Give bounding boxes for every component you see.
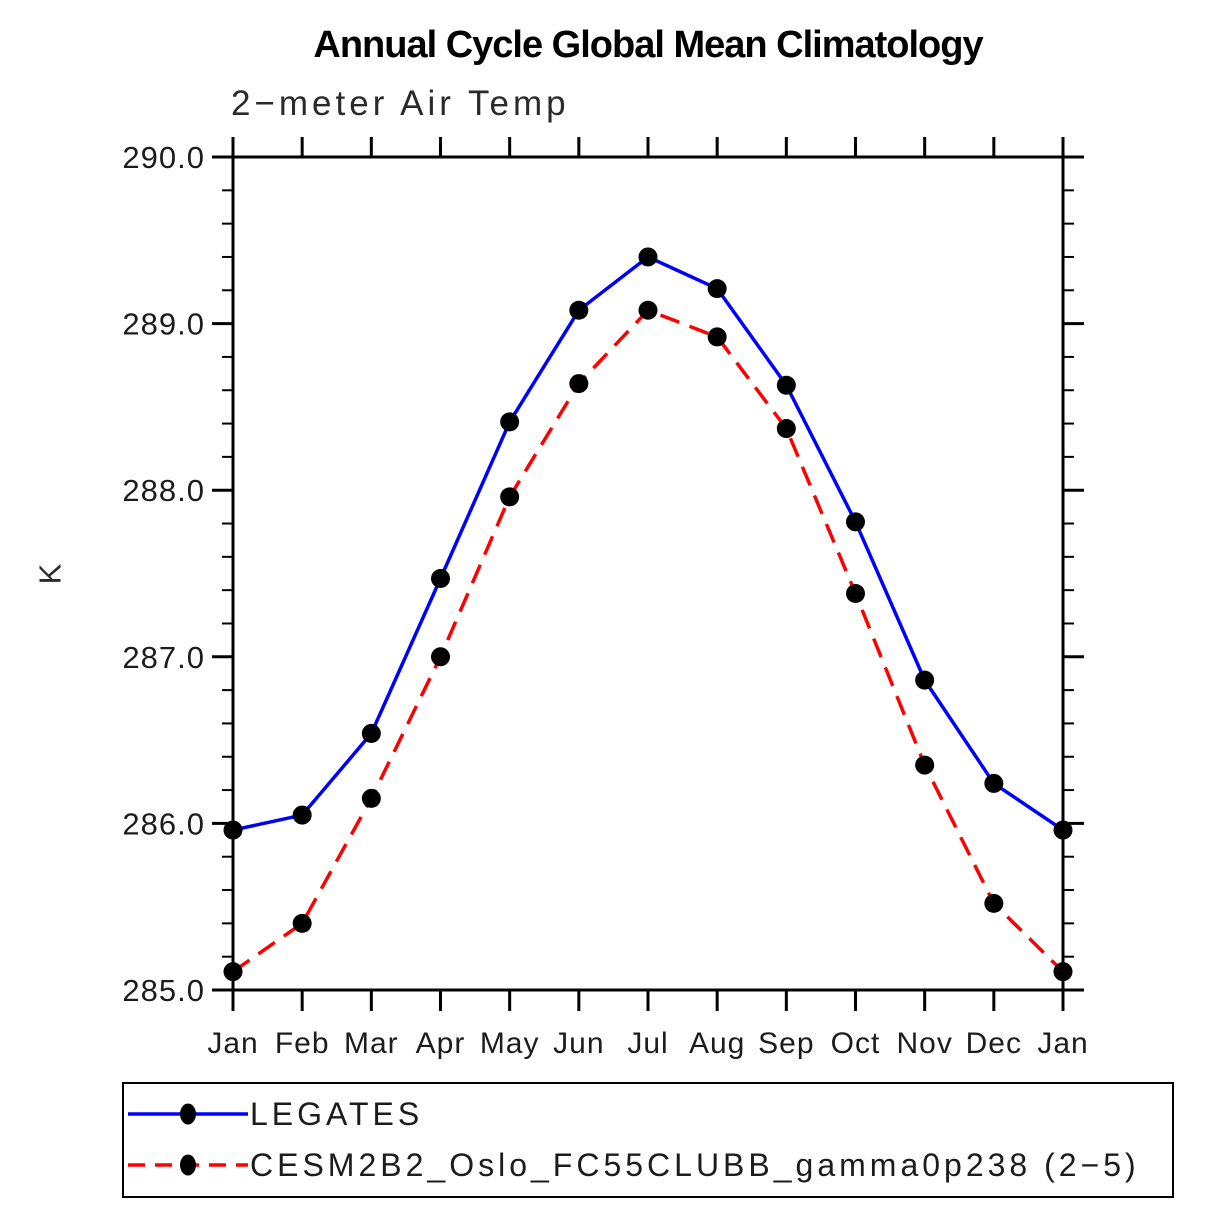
x-tick-label: Mar — [344, 1027, 399, 1060]
data-point — [846, 583, 865, 603]
legend-label-1: CESM2B2_Oslo_FC55CLUBB_gamma0p238 (2−5) — [250, 1147, 1140, 1183]
data-point — [984, 893, 1004, 913]
data-point — [500, 412, 520, 432]
data-point — [292, 913, 312, 933]
x-tick-label: Jun — [553, 1027, 604, 1060]
data-point — [707, 327, 727, 347]
chart-title: Annual Cycle Global Mean Climatology — [313, 24, 983, 66]
x-tick-label: Jan — [207, 1027, 258, 1060]
x-tick-label: Apr — [416, 1027, 466, 1060]
data-point — [707, 279, 727, 299]
data-point — [361, 723, 381, 743]
data-point — [638, 300, 658, 320]
x-tick-label: Aug — [689, 1027, 745, 1060]
x-tick-label: May — [480, 1027, 540, 1060]
legend-label-0: LEGATES — [250, 1096, 423, 1132]
data-point — [431, 647, 450, 667]
x-tick-label: Sep — [758, 1027, 814, 1060]
chart-subtitle: 2−meter Air Temp — [231, 84, 570, 123]
y-tick-label: 286.0 — [122, 806, 205, 841]
x-tick-label: Feb — [275, 1027, 330, 1060]
data-point — [500, 487, 520, 507]
legend-box — [122, 1082, 1174, 1198]
x-tick-label: Nov — [896, 1027, 952, 1060]
data-point — [223, 962, 243, 982]
series-line-1 — [231, 308, 1065, 974]
data-point — [569, 374, 589, 394]
data-point — [292, 805, 312, 825]
y-tick-label: 290.0 — [122, 140, 205, 175]
y-tick-label: 285.0 — [122, 973, 205, 1008]
data-point — [915, 755, 935, 775]
data-point — [846, 512, 865, 532]
data-point — [776, 375, 796, 395]
data-point — [638, 247, 658, 267]
data-point — [1053, 820, 1073, 840]
data-point — [915, 670, 935, 690]
data-point — [1053, 962, 1073, 982]
x-tick-label: Oct — [831, 1027, 881, 1060]
x-tick-label: Jan — [1037, 1027, 1088, 1060]
data-point — [776, 419, 796, 439]
data-point — [569, 300, 589, 320]
data-point — [431, 568, 450, 588]
data-point — [361, 788, 381, 808]
x-tick-label: Jul — [627, 1027, 668, 1060]
y-tick-label: 289.0 — [122, 307, 205, 342]
x-tick-label: Dec — [966, 1027, 1022, 1060]
legend-marker-1 — [180, 1154, 196, 1176]
data-point — [984, 773, 1004, 793]
data-point — [223, 820, 243, 840]
series-line-0 — [232, 254, 1064, 832]
y-tick-label: 287.0 — [122, 640, 205, 675]
legend-marker-0 — [180, 1103, 196, 1125]
y-tick-label: 288.0 — [122, 473, 205, 508]
